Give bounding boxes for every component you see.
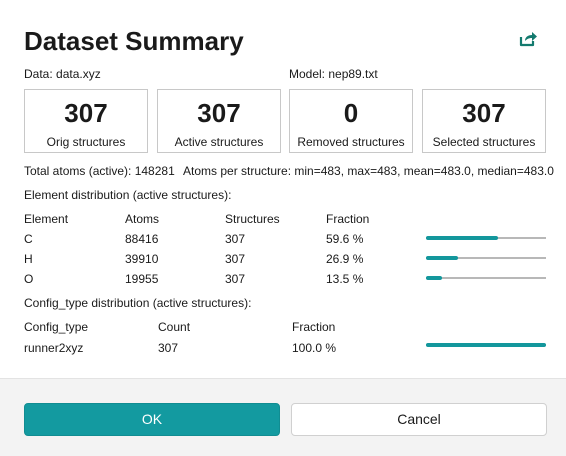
table-cell: O <box>24 272 34 286</box>
summary-card: 307 Orig structures <box>24 89 148 153</box>
fraction-track <box>426 257 546 259</box>
table-cell: 88416 <box>125 232 159 246</box>
table-cell: runner2xyz <box>24 341 84 355</box>
table-cell: 307 <box>225 232 246 246</box>
column-header: Atoms <box>125 212 160 226</box>
table-cell: 26.9 % <box>326 252 364 266</box>
card-value: 307 <box>64 98 108 128</box>
export-icon[interactable] <box>518 29 538 49</box>
atoms-per-structure: Atoms per structure: min=483, max=483, m… <box>183 164 554 178</box>
total-atoms: Total atoms (active): 148281 <box>24 164 175 178</box>
dialog-title: Dataset Summary <box>24 26 244 56</box>
card-value: 307 <box>462 98 506 128</box>
summary-card: 307 Selected structures <box>422 89 546 153</box>
fraction-bar <box>426 276 443 280</box>
element-section: Element distribution (active structures)… <box>24 188 232 202</box>
fraction-bar <box>426 343 546 347</box>
summary-card: 0 Removed structures <box>289 89 413 153</box>
fraction-bar <box>426 236 498 240</box>
config-section: Config_type distribution (active structu… <box>24 296 252 310</box>
table-cell: 39910 <box>125 252 159 266</box>
column-header: Structures <box>225 212 280 226</box>
column-header: Count <box>158 320 191 334</box>
card-label: Orig structures <box>46 135 126 149</box>
column-header: Fraction <box>292 320 336 334</box>
column-header: Fraction <box>326 212 370 226</box>
card-label: Active structures <box>174 135 264 149</box>
table-cell: 307 <box>158 341 179 355</box>
card-value: 0 <box>343 98 359 128</box>
card-label: Removed structures <box>297 135 405 149</box>
fraction-bar <box>426 256 459 260</box>
column-header: Config_type <box>24 320 89 334</box>
table-cell: H <box>24 252 33 266</box>
table-cell: 100.0 % <box>292 341 337 355</box>
card-value: 307 <box>197 98 241 128</box>
table-cell: C <box>24 232 33 246</box>
cancel-button[interactable]: Cancel <box>291 403 547 436</box>
table-cell: 307 <box>225 272 246 286</box>
column-header: Element <box>24 212 69 226</box>
data-file: Data: data.xyz <box>24 67 101 81</box>
table-cell: 19955 <box>125 272 159 286</box>
fraction-track <box>426 277 546 279</box>
table-cell: 13.5 % <box>326 272 364 286</box>
summary-card: 307 Active structures <box>157 89 281 153</box>
card-label: Selected structures <box>432 135 536 149</box>
table-cell: 59.6 % <box>326 232 364 246</box>
model-file: Model: nep89.txt <box>289 67 378 81</box>
ok-button[interactable]: OK <box>24 403 280 436</box>
table-cell: 307 <box>225 252 246 266</box>
